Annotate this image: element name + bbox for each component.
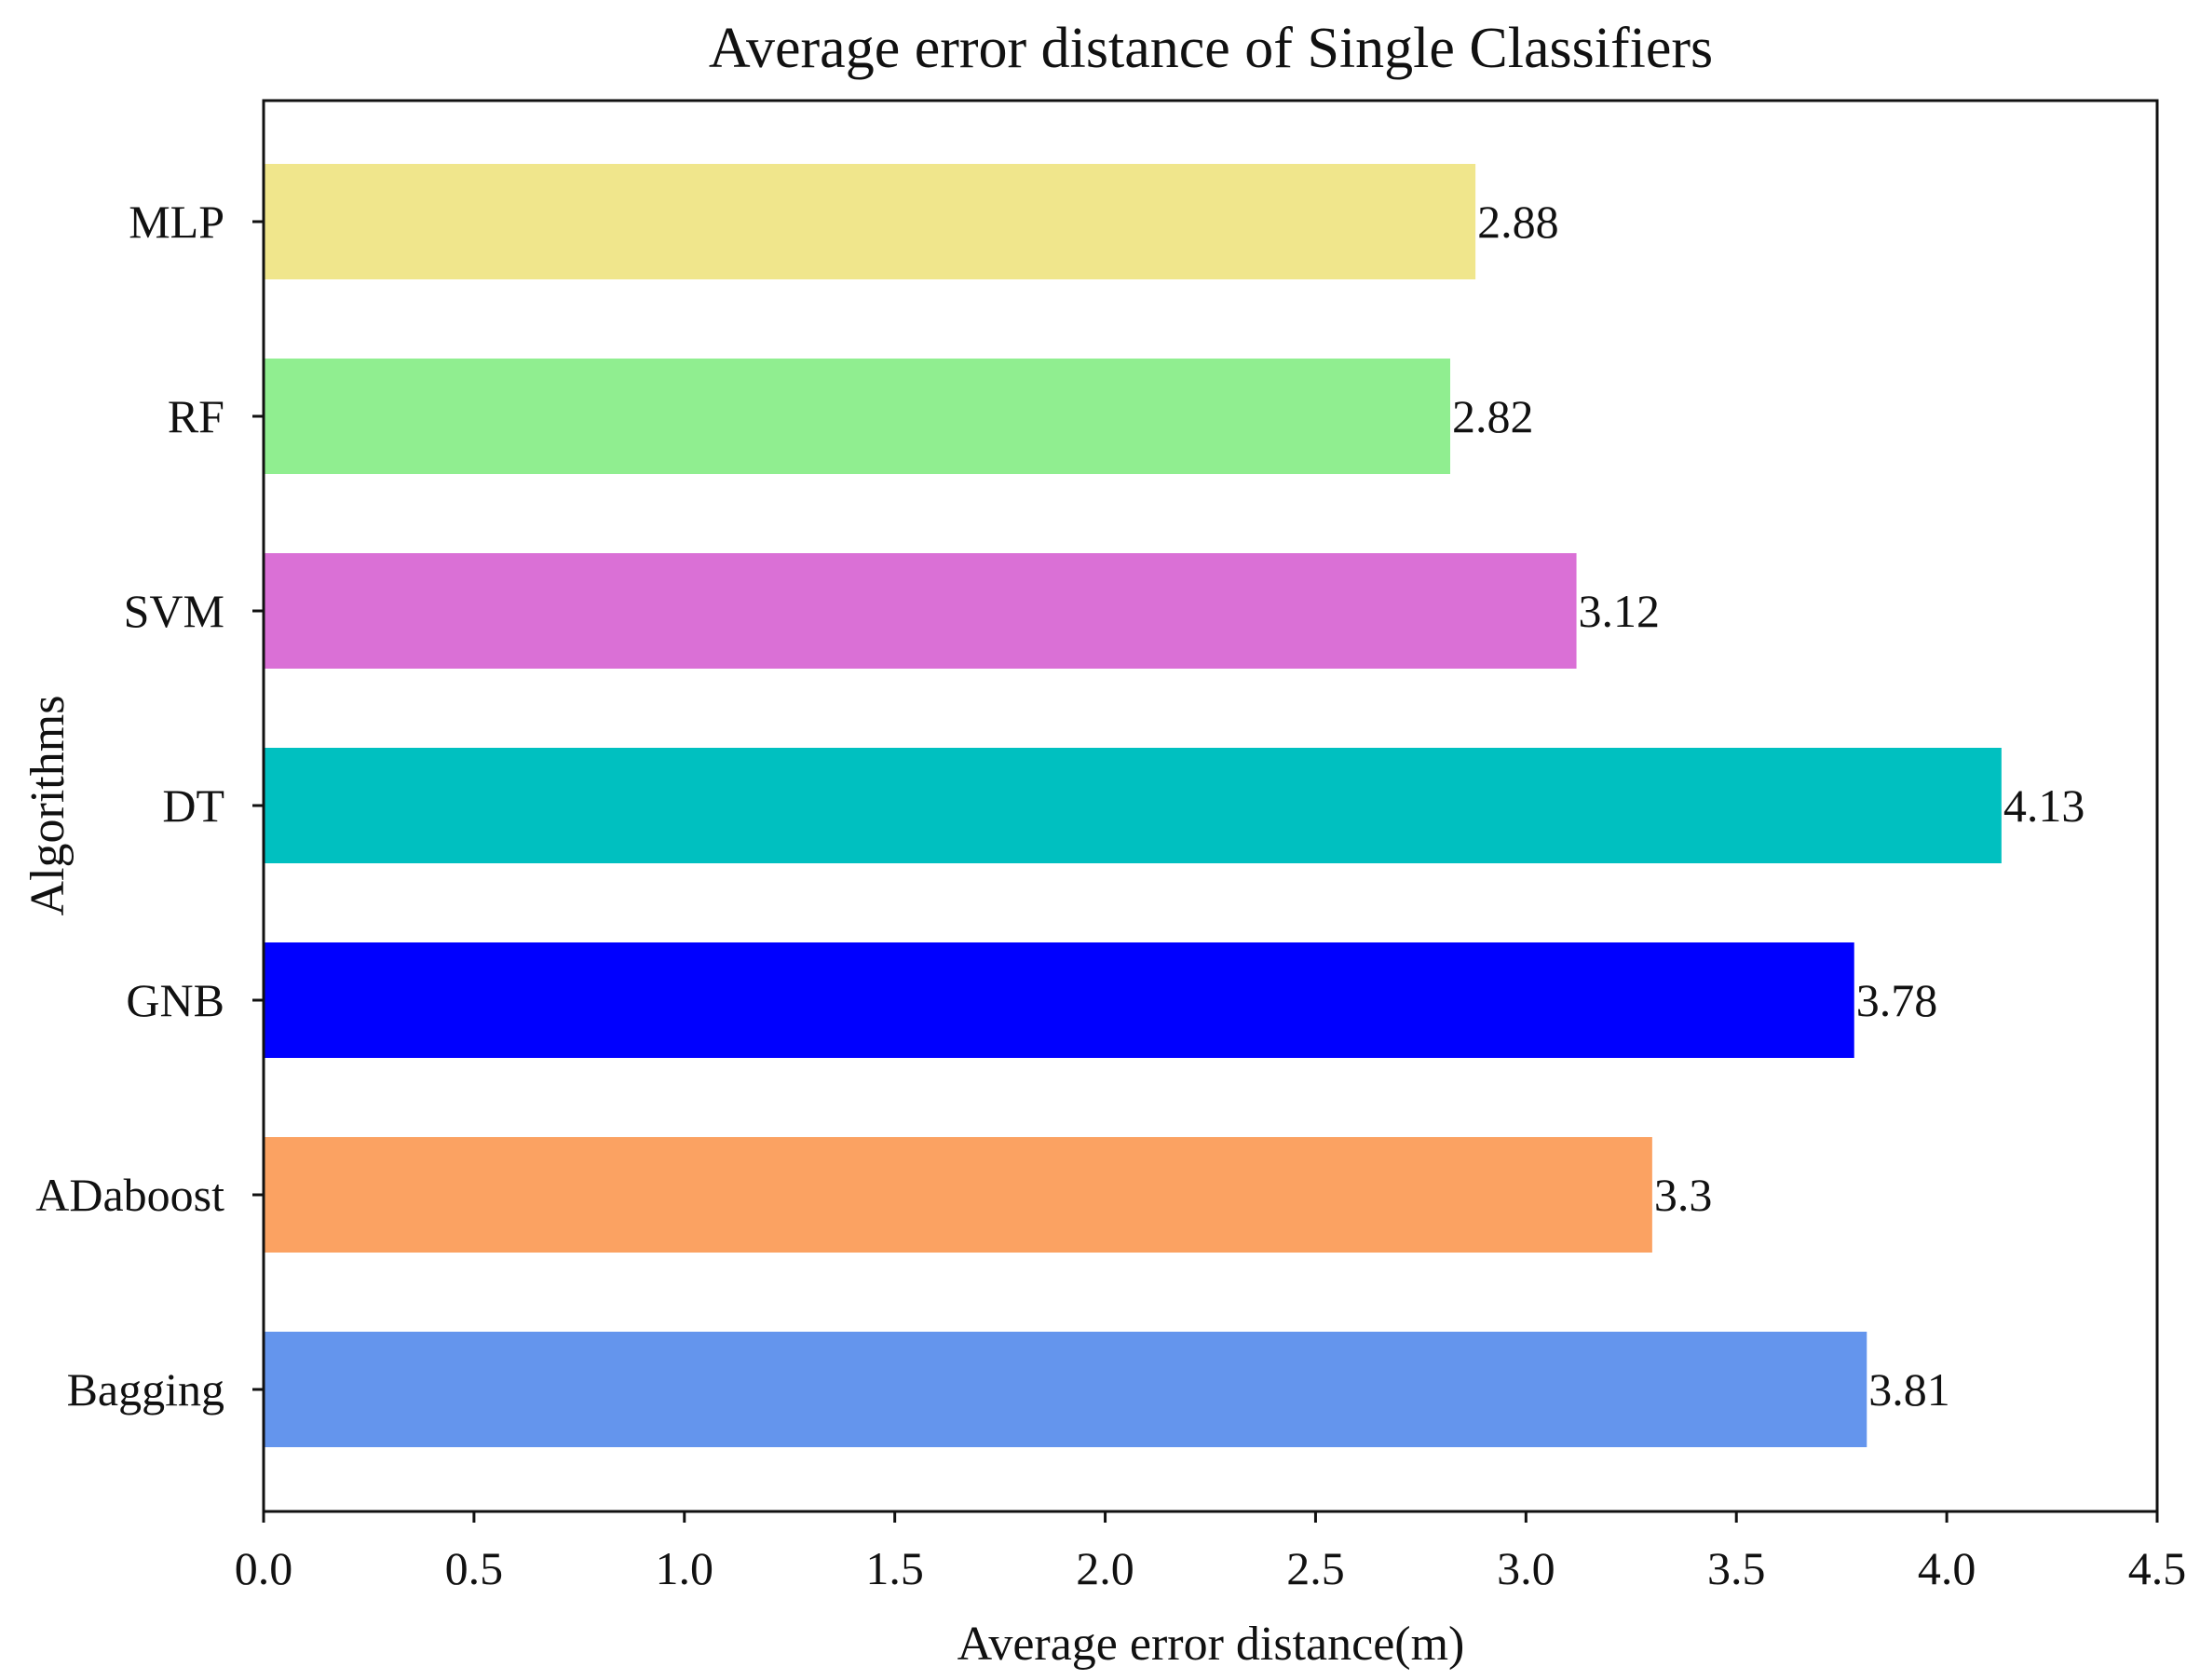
x-tick-label: 2.0 bbox=[1076, 1542, 1134, 1594]
value-label-adaboost: 3.3 bbox=[1654, 1169, 1713, 1221]
y-tick-label-dt: DT bbox=[162, 779, 224, 832]
bar-adaboost bbox=[264, 1137, 1652, 1253]
value-label-mlp: 2.88 bbox=[1477, 196, 1559, 248]
x-tick-label: 4.0 bbox=[1918, 1542, 1976, 1594]
bar-gnb bbox=[264, 942, 1854, 1058]
x-tick-label: 0.5 bbox=[445, 1542, 504, 1594]
x-axis-label: Average error distance(m) bbox=[957, 1618, 1465, 1671]
y-tick-label-svm: SVM bbox=[124, 585, 224, 637]
bar-dt bbox=[264, 748, 2002, 863]
bar-mlp bbox=[264, 164, 1476, 279]
value-labels-group: 2.88 2.82 3.12 4.13 3.78 3.3 3.81 bbox=[1452, 196, 2085, 1416]
x-tick-label: 0.0 bbox=[235, 1542, 293, 1594]
y-axis-label: Algorithms bbox=[21, 696, 75, 916]
x-tick-label: 2.5 bbox=[1286, 1542, 1345, 1594]
value-label-svm: 3.12 bbox=[1579, 585, 1661, 637]
value-label-bagging: 3.81 bbox=[1868, 1363, 1950, 1416]
y-axis-ticks: MLP RF SVM DT GNB ADaboost Bagging bbox=[35, 196, 264, 1416]
bars-group bbox=[264, 164, 2002, 1447]
x-tick-label: 3.5 bbox=[1707, 1542, 1766, 1594]
x-tick-label: 4.5 bbox=[2128, 1542, 2187, 1594]
y-tick-label-bagging: Bagging bbox=[67, 1363, 224, 1416]
y-tick-label-rf: RF bbox=[168, 390, 224, 442]
chart-title: Average error distance of Single Classif… bbox=[709, 17, 1713, 80]
bar-rf bbox=[264, 359, 1451, 474]
y-tick-label-adaboost: ADaboost bbox=[35, 1169, 224, 1221]
value-label-gnb: 3.78 bbox=[1856, 974, 1938, 1026]
y-tick-label-mlp: MLP bbox=[129, 196, 224, 248]
bar-svm bbox=[264, 553, 1577, 669]
x-tick-label: 1.5 bbox=[865, 1542, 924, 1594]
bar-bagging bbox=[264, 1332, 1867, 1447]
x-tick-label: 1.0 bbox=[656, 1542, 714, 1594]
value-label-dt: 4.13 bbox=[2003, 779, 2085, 832]
y-tick-label-gnb: GNB bbox=[126, 974, 224, 1026]
x-axis-ticks: 0.0 0.5 1.0 1.5 2.0 2.5 3.0 3.5 4.0 4.5 bbox=[235, 1511, 2187, 1594]
x-tick-label: 3.0 bbox=[1497, 1542, 1555, 1594]
value-label-rf: 2.82 bbox=[1452, 390, 1534, 442]
